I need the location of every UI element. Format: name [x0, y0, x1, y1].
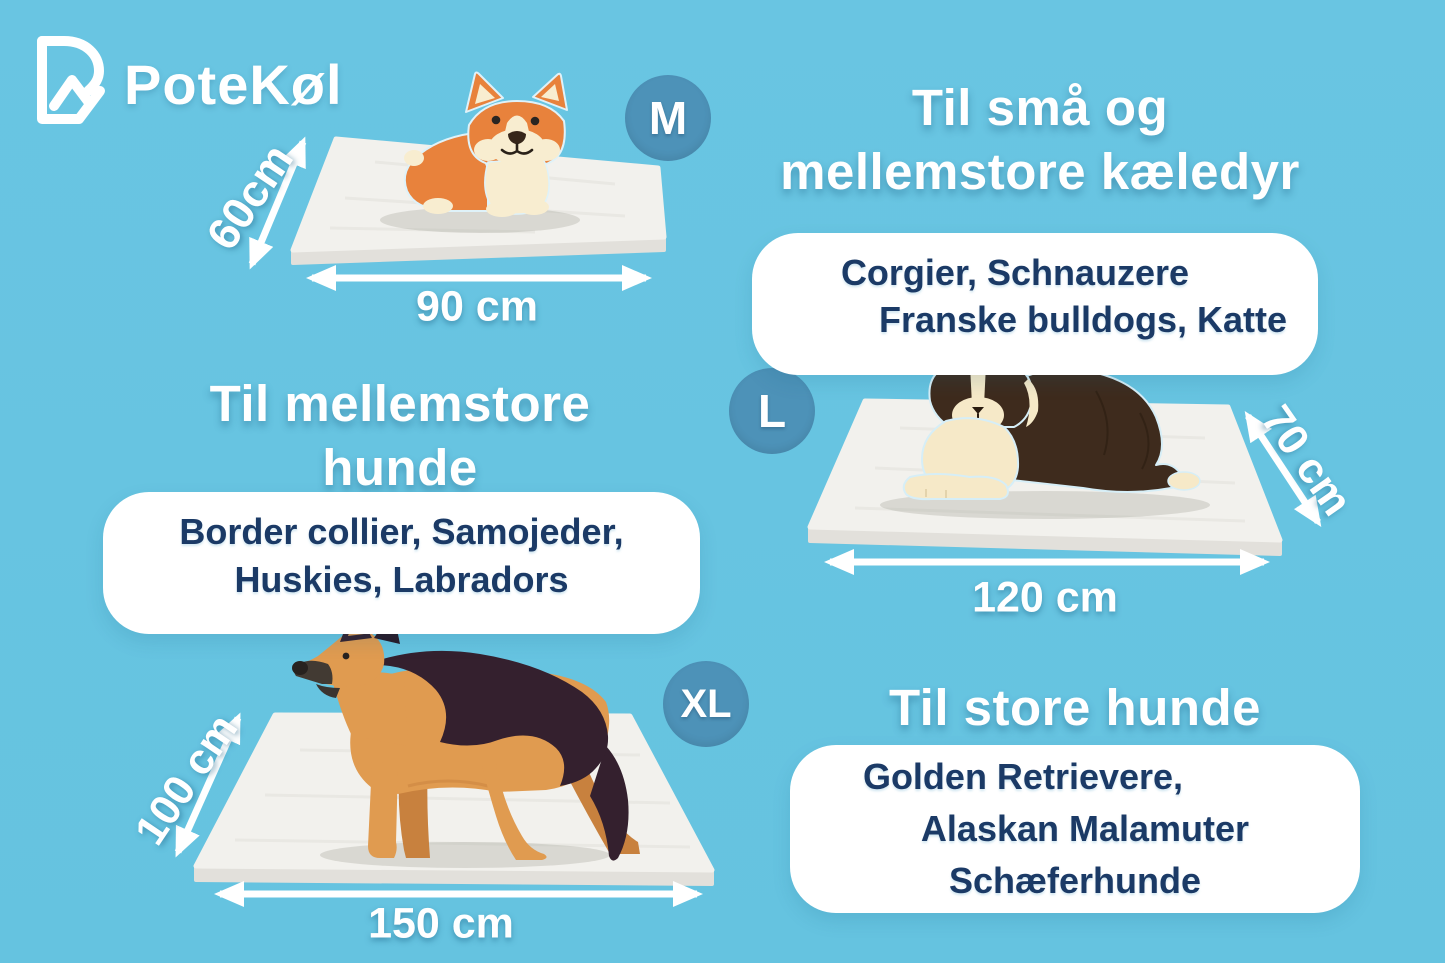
- heading-line: hunde: [322, 439, 478, 496]
- heading-medium: Til mellemstore hunde: [95, 372, 705, 500]
- breeds-card-medium: Border collier, Samojeder, Huskies, Labr…: [103, 492, 700, 634]
- german-shepherd-illustration: [292, 608, 640, 861]
- size-badge-xl: XL: [663, 661, 749, 747]
- breeds-card-small-medium: Corgier, Schnauzere Franske bulldogs, Ka…: [752, 233, 1318, 375]
- breed-line: Golden Retrievere,: [862, 756, 1184, 797]
- brand-name: PoteKøl: [124, 53, 343, 116]
- breed-line: Corgier, Schnauzere: [840, 252, 1190, 293]
- breed-line: Alaskan Malamuter: [920, 808, 1250, 849]
- border-collie-illustration: [902, 355, 1201, 501]
- heading-line: mellemstore kæledyr: [780, 143, 1300, 200]
- breed-line: Huskies, Labradors: [234, 559, 569, 600]
- heading-large: Til store hunde: [790, 676, 1360, 740]
- heading-line: Til små og: [911, 79, 1169, 136]
- width-label-xl: 150 cm: [368, 899, 514, 948]
- heading-line: Til mellemstore: [209, 375, 591, 432]
- size-badge-m: M: [625, 75, 711, 161]
- depth-arrow-xl: [174, 712, 242, 858]
- width-label-m: 90 cm: [416, 282, 538, 331]
- breed-line: Schæferhunde: [948, 860, 1202, 901]
- size-badge-l: L: [729, 368, 815, 454]
- depth-arrow-l: [1244, 410, 1322, 528]
- breeds-card-large: Golden Retrievere, Alaskan Malamuter Sch…: [790, 745, 1360, 913]
- potekol-logo-icon: [37, 36, 105, 124]
- depth-arrow-m: [248, 136, 307, 270]
- breed-line: Franske bulldogs, Katte: [878, 299, 1288, 340]
- width-label-l: 120 cm: [972, 573, 1118, 622]
- corgi-illustration: [403, 71, 568, 217]
- heading-line: Til store hunde: [888, 679, 1262, 736]
- heading-small-medium: Til små og mellemstore kæledyr: [715, 76, 1365, 204]
- breed-line: Border collier, Samojeder,: [179, 511, 624, 552]
